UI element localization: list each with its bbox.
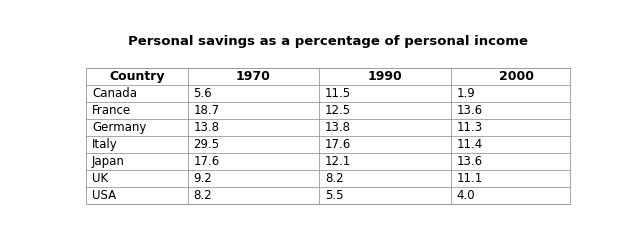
Text: Canada: Canada: [92, 87, 137, 100]
Text: USA: USA: [92, 189, 116, 202]
Text: 4.0: 4.0: [456, 189, 475, 202]
Text: 8.2: 8.2: [193, 189, 212, 202]
Text: Japan: Japan: [92, 155, 125, 168]
Text: 11.1: 11.1: [456, 172, 483, 185]
Text: 9.2: 9.2: [193, 172, 212, 185]
Text: 11.4: 11.4: [456, 138, 483, 151]
Text: 13.8: 13.8: [325, 121, 351, 134]
Text: France: France: [92, 104, 131, 117]
Text: 13.8: 13.8: [193, 121, 220, 134]
Text: 1.9: 1.9: [456, 87, 476, 100]
Text: 13.6: 13.6: [456, 104, 483, 117]
Text: Italy: Italy: [92, 138, 118, 151]
Text: 8.2: 8.2: [325, 172, 344, 185]
Text: 29.5: 29.5: [193, 138, 220, 151]
Text: 18.7: 18.7: [193, 104, 220, 117]
Text: 1990: 1990: [367, 70, 402, 83]
Text: 2000: 2000: [499, 70, 534, 83]
Text: 11.5: 11.5: [325, 87, 351, 100]
Text: 13.6: 13.6: [456, 155, 483, 168]
Text: Country: Country: [109, 70, 164, 83]
Text: 17.6: 17.6: [325, 138, 351, 151]
Text: 12.5: 12.5: [325, 104, 351, 117]
Text: 1970: 1970: [236, 70, 271, 83]
Text: 12.1: 12.1: [325, 155, 351, 168]
Text: Germany: Germany: [92, 121, 147, 134]
Text: 11.3: 11.3: [456, 121, 483, 134]
Text: Personal savings as a percentage of personal income: Personal savings as a percentage of pers…: [128, 35, 528, 47]
Text: 17.6: 17.6: [193, 155, 220, 168]
Text: 5.5: 5.5: [325, 189, 344, 202]
Text: 5.6: 5.6: [193, 87, 212, 100]
Bar: [86, 68, 570, 204]
Text: UK: UK: [92, 172, 108, 185]
